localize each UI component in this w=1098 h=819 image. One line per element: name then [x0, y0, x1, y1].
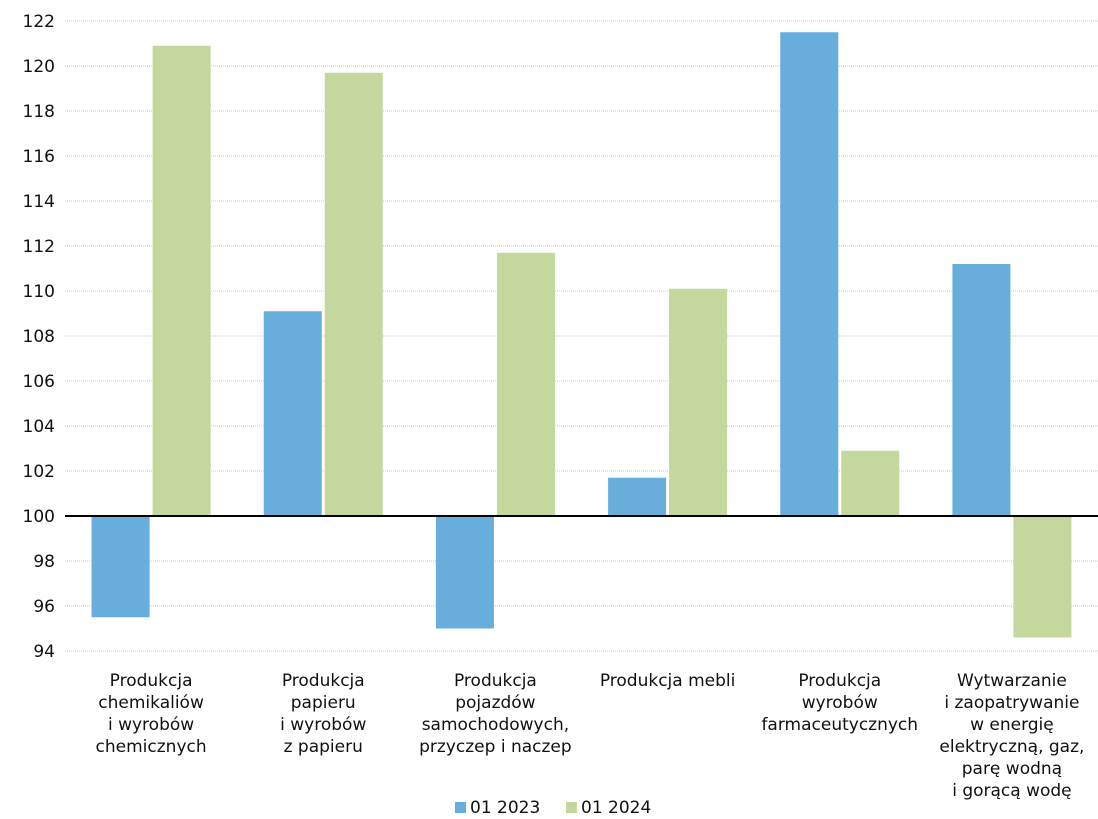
- category-label: Produkcja pojazdów samochodowych, przyczep …: [419, 671, 572, 757]
- category-label: Wytwarzanie i zaopatrywanie w energię elekt…: [939, 671, 1084, 801]
- bar-series-1: [435, 516, 494, 629]
- y-tick-label: 122: [23, 12, 55, 32]
- bar-series-2: [152, 45, 211, 516]
- bar-series-2: [1013, 516, 1072, 638]
- legend-swatch: [455, 802, 466, 813]
- legend-label: 01 2023: [470, 798, 540, 818]
- category-label: Produkcja mebli: [600, 671, 736, 691]
- bar-series-1: [608, 477, 667, 516]
- y-tick-label: 100: [23, 507, 55, 527]
- bar-series-2: [496, 252, 555, 516]
- gridlines: [65, 20, 1098, 652]
- y-tick-label: 102: [23, 462, 55, 482]
- category-label: Produkcja wyrobów farmaceutycznych: [761, 671, 918, 735]
- y-tick-label: 106: [23, 372, 55, 392]
- category-label: Produkcja papieru i wyrobów z papieru: [280, 671, 366, 757]
- y-tick-label: 104: [23, 417, 55, 437]
- bar-series-2: [669, 288, 728, 516]
- y-tick-label: 110: [23, 282, 55, 302]
- bars: [91, 32, 1072, 638]
- y-axis-ticks: 94 96 98 100 102 104 106 108 110 112 114 116 118 120 1…: [23, 12, 55, 662]
- legend-swatch: [566, 802, 577, 813]
- y-tick-label: 112: [23, 237, 55, 257]
- y-tick-label: 116: [23, 147, 55, 167]
- category-label: Produkcja chemikaliów i wyrobów chemicznych: [96, 671, 207, 757]
- bar-series-1: [952, 264, 1011, 516]
- bar-series-1: [780, 32, 839, 516]
- y-tick-label: 108: [23, 327, 55, 347]
- y-tick-label: 118: [23, 102, 55, 122]
- category-labels: Produkcja chemikaliów i wyrobów chemicznych…: [96, 671, 1085, 801]
- bar-series-1: [91, 516, 150, 618]
- y-tick-label: 120: [23, 57, 55, 77]
- y-tick-label: 96: [33, 597, 55, 617]
- bar-series-1: [263, 311, 322, 516]
- y-tick-label: 94: [33, 642, 55, 662]
- legend: 01 2023 01 2024: [455, 798, 651, 818]
- legend-label: 01 2024: [581, 798, 651, 818]
- y-tick-label: 98: [33, 552, 55, 572]
- bar-series-2: [324, 72, 383, 516]
- bar-series-2: [841, 450, 900, 516]
- y-tick-label: 114: [23, 192, 55, 212]
